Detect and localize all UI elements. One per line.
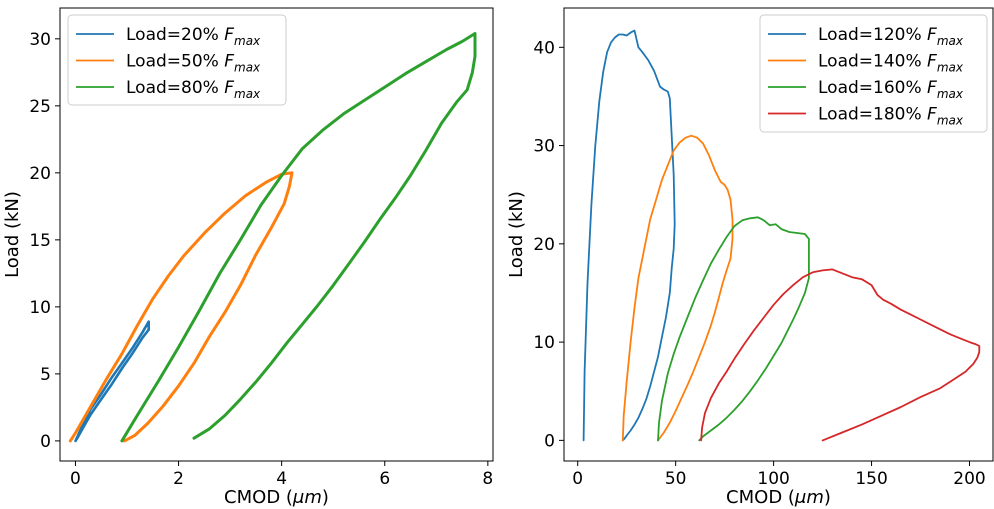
legend-label-2: Load=50% Fmax	[126, 52, 261, 75]
y-tick-label: 5	[40, 365, 51, 385]
left-plot-panel: 0 2 4 6 8 0 5 10 15 20 25 30 CMOD (μm) Load (kN) Load=…	[2, 7, 494, 508]
y-tick-label: 15	[29, 231, 51, 251]
legend-label-prefix: Load=140%	[818, 52, 927, 72]
legend-label-variable: F	[224, 78, 234, 98]
y-tick-label: 0	[544, 431, 555, 451]
legend-label-variable: F	[224, 25, 234, 45]
x-axis-label-text: CMOD (	[224, 487, 293, 508]
x-tick-label: 200	[953, 469, 985, 489]
x-axis-label-close: )	[322, 487, 329, 508]
legend-box	[759, 14, 988, 133]
y-tick-label: 10	[533, 333, 555, 353]
legend-label-variable: F	[927, 25, 937, 45]
legend-label-variable: F	[927, 78, 937, 98]
x-tick-label: 150	[855, 469, 887, 489]
legend-label-1: Load=120% Fmax	[818, 25, 964, 48]
x-axis-label-unit: μm	[794, 487, 824, 508]
legend-label-subscript: max	[937, 87, 964, 101]
x-axis-label: CMOD (μm)	[224, 487, 329, 508]
x-tick-label: 2	[173, 469, 184, 489]
legend-label-variable: F	[927, 105, 937, 125]
plot-frame	[563, 7, 994, 462]
legend-label-subscript: max	[937, 61, 964, 75]
y-tick-label: 0	[40, 432, 51, 452]
legend-label-prefix: Load=50%	[126, 52, 224, 72]
x-tick-label: 50	[665, 469, 687, 489]
x-tick-label: 100	[757, 469, 789, 489]
series-line-2	[621, 134, 734, 442]
legend-label-variable: F	[224, 52, 234, 72]
series-line-3	[120, 32, 477, 443]
x-axis-label-close: )	[824, 487, 831, 508]
legend-label-variable: F	[927, 52, 937, 72]
legend-label-3: Load=80% Fmax	[126, 78, 261, 101]
y-tick-label: 30	[533, 137, 555, 157]
x-axis-label-text: CMOD (	[726, 487, 795, 508]
legend-label-1: Load=20% Fmax	[126, 25, 261, 48]
series-line-1	[582, 29, 676, 442]
y-axis-label: Load (kN)	[506, 191, 527, 278]
legend-label-2: Load=140% Fmax	[818, 52, 964, 75]
legend-label-prefix: Load=180%	[818, 105, 927, 125]
y-axis-label: Load (kN)	[2, 191, 23, 278]
legend-label-subscript: max	[234, 34, 261, 48]
y-tick-label: 20	[533, 235, 555, 255]
legend-label-prefix: Load=80%	[126, 78, 224, 98]
x-tick-label: 4	[276, 469, 287, 489]
right-plot-panel: 0 50 100 150 200 0 10 20 30 40 CMOD (μm) Load (kN) L…	[506, 7, 994, 508]
series-line-1	[74, 320, 150, 443]
series-line-3	[657, 216, 810, 442]
legend-label-subscript: max	[234, 61, 261, 75]
x-tick-label: 8	[482, 469, 493, 489]
x-tick-label: 6	[379, 469, 390, 489]
legend-box	[67, 14, 287, 106]
y-tick-label: 10	[29, 298, 51, 318]
y-tick-label: 30	[29, 30, 51, 50]
legend-label-3: Load=160% Fmax	[818, 78, 964, 101]
x-tick-label: 0	[572, 469, 583, 489]
plot-frame	[59, 7, 494, 462]
x-axis-label: CMOD (μm)	[726, 487, 831, 508]
legend-label-subscript: max	[234, 87, 261, 101]
x-axis-label-unit: μm	[292, 487, 322, 508]
x-tick-label: 0	[70, 469, 81, 489]
legend-label-prefix: Load=20%	[126, 25, 224, 45]
legend-label-prefix: Load=120%	[818, 25, 927, 45]
legend-label-4: Load=180% Fmax	[818, 105, 964, 128]
y-tick-label: 40	[533, 38, 555, 58]
legend-label-subscript: max	[937, 114, 964, 128]
series-line-4	[700, 268, 981, 442]
y-tick-label: 20	[29, 164, 51, 184]
legend-label-subscript: max	[937, 34, 964, 48]
y-tick-label: 25	[29, 97, 51, 117]
series-line-2	[68, 171, 294, 443]
legend-label-prefix: Load=160%	[818, 78, 927, 98]
